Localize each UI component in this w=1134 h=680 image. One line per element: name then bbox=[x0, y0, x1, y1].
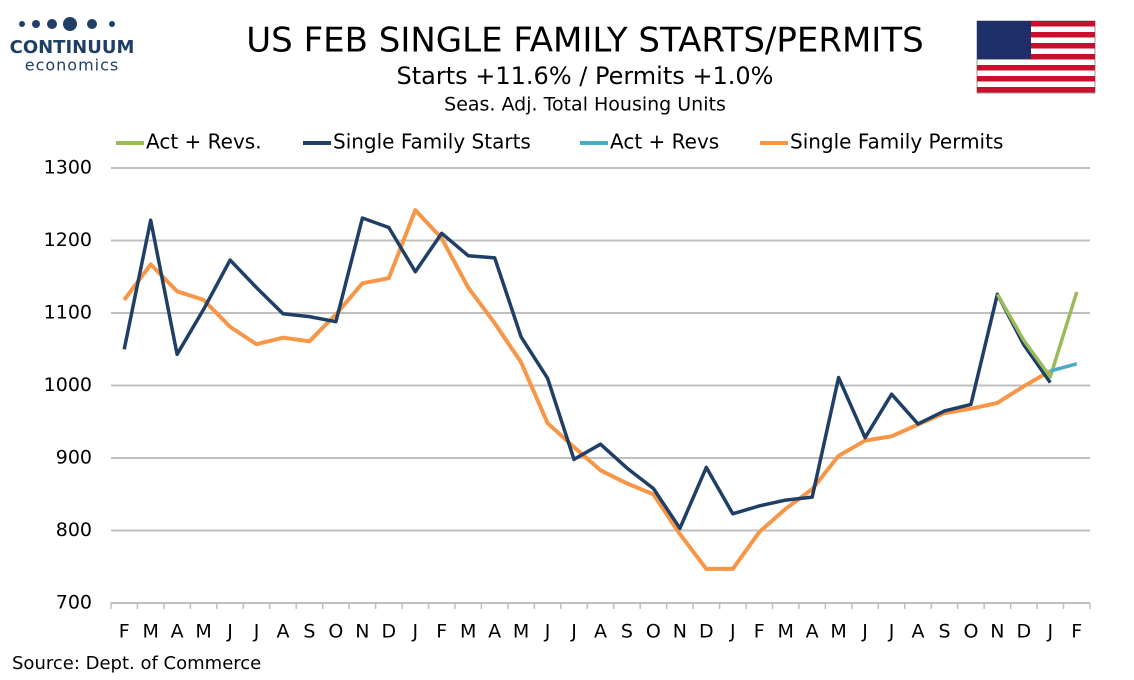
chart-note: Seas. Adj. Total Housing Units bbox=[444, 94, 726, 116]
x-tick-label: J bbox=[226, 621, 233, 643]
x-tick-label: J bbox=[1047, 621, 1054, 643]
x-tick-label: A bbox=[594, 621, 607, 643]
x-tick-label: A bbox=[806, 621, 819, 643]
x-tick-label: F bbox=[436, 621, 447, 643]
x-tick-label: O bbox=[963, 621, 978, 643]
y-tick-label: 1100 bbox=[44, 302, 92, 324]
x-tick-label: J bbox=[544, 621, 551, 643]
x-tick-label: N bbox=[990, 621, 1004, 643]
x-tick-label: M bbox=[513, 621, 529, 643]
x-tick-label: M bbox=[778, 621, 794, 643]
x-tick-label: D bbox=[699, 621, 714, 643]
x-tick-label: M bbox=[195, 621, 211, 643]
x-tick-label: O bbox=[328, 621, 343, 643]
logo: CONTINUUM economics bbox=[10, 17, 135, 75]
x-tick-label: S bbox=[303, 621, 315, 643]
y-tick-label: 1200 bbox=[44, 229, 92, 251]
x-tick-label: J bbox=[888, 621, 895, 643]
y-tick-label: 1300 bbox=[44, 157, 92, 179]
x-tick-label: J bbox=[729, 621, 736, 643]
y-tick-label: 900 bbox=[56, 447, 92, 469]
chart-subtitle: Starts +11.6% / Permits +1.0% bbox=[397, 62, 774, 90]
x-tick-label: F bbox=[119, 621, 130, 643]
x-tick-label: A bbox=[276, 621, 289, 643]
x-tick-label: F bbox=[1071, 621, 1082, 643]
x-tick-label: D bbox=[382, 621, 397, 643]
y-tick-label: 700 bbox=[56, 592, 92, 614]
x-tick-label: M bbox=[830, 621, 846, 643]
series-line bbox=[1049, 362, 1078, 373]
x-tick-label: J bbox=[253, 621, 260, 643]
series-line bbox=[122, 208, 1052, 571]
brand-tagline: economics bbox=[25, 56, 120, 75]
x-tick-label: M bbox=[460, 621, 476, 643]
source: Source: Dept. of Commerce bbox=[12, 653, 261, 674]
y-tick-label: 1000 bbox=[44, 374, 92, 396]
x-tick-label: N bbox=[355, 621, 369, 643]
x-tick-label: S bbox=[938, 621, 950, 643]
x-tick-label: J bbox=[861, 621, 868, 643]
x-tick-label: A bbox=[488, 621, 501, 643]
x-tick-label: O bbox=[646, 621, 661, 643]
x-tick-label: A bbox=[912, 621, 925, 643]
series-line bbox=[122, 216, 1052, 531]
x-tick-label: J bbox=[411, 621, 418, 643]
x-tick-label: S bbox=[621, 621, 633, 643]
x-tick-label: J bbox=[570, 621, 577, 643]
x-tick-label: M bbox=[142, 621, 158, 643]
legend-label: Single Family Starts bbox=[333, 130, 531, 154]
x-tick-label: N bbox=[673, 621, 687, 643]
x-tick-label: A bbox=[171, 621, 184, 643]
series-line bbox=[995, 291, 1079, 379]
y-tick-label: 800 bbox=[56, 519, 92, 541]
legend-label: Act + Revs bbox=[610, 130, 719, 154]
legend-label: Act + Revs. bbox=[146, 130, 262, 154]
x-tick-label: F bbox=[754, 621, 765, 643]
brand-name: CONTINUUM bbox=[10, 37, 135, 58]
x-tick-label: D bbox=[1017, 621, 1032, 643]
chart-title: US FEB SINGLE FAMILY STARTS/PERMITS bbox=[246, 21, 923, 61]
flag bbox=[976, 20, 1096, 94]
legend-label: Single Family Permits bbox=[790, 130, 1003, 154]
